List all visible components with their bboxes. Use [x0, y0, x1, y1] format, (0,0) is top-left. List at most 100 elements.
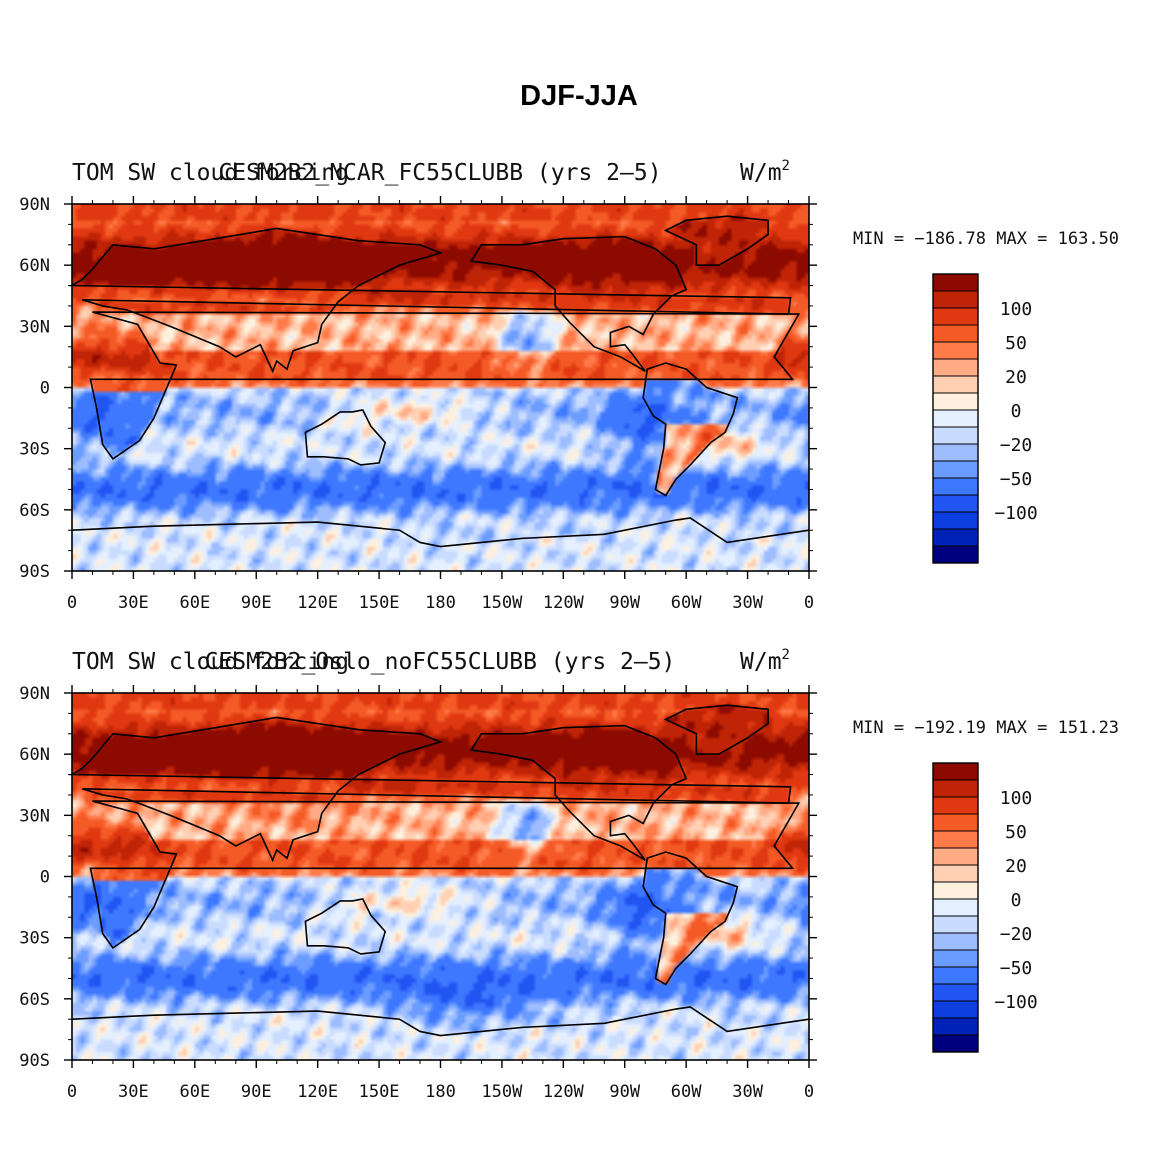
- colorbar-box: [932, 477, 979, 496]
- coastline-greenland: [663, 704, 769, 755]
- colorbar-box: [932, 528, 979, 547]
- coastline-namerica: [469, 235, 688, 372]
- colorbar-label: −20: [1000, 435, 1033, 456]
- colorbar-box: [932, 779, 979, 798]
- panel-1-center-title: CESM2B2_NCAR_FC55CLUBB (yrs 2–5): [218, 160, 661, 186]
- x-tick-label: 30E: [118, 593, 149, 613]
- panel-2-left-title: TOM SW cloud forcing: [72, 649, 349, 675]
- x-tick-label: 60W: [671, 593, 702, 613]
- y-tick-label: 0: [40, 379, 50, 399]
- x-tick-label: 30E: [118, 1082, 149, 1102]
- x-tick-label: 0: [804, 1082, 814, 1102]
- colorbar-box: [932, 375, 979, 394]
- x-tick-label: 0: [804, 593, 814, 613]
- x-tick-label: 90E: [241, 593, 272, 613]
- colorbar-label: −100: [994, 503, 1037, 524]
- x-tick-label: 150E: [359, 593, 400, 613]
- x-tick-label: 120E: [297, 1082, 338, 1102]
- colorbar-box: [932, 762, 979, 781]
- colorbar-box: [932, 494, 979, 513]
- coastline-greenland: [663, 215, 769, 266]
- colorbar-label: −50: [1000, 469, 1033, 490]
- figure-title: DJF-JJA: [520, 80, 638, 112]
- colorbar-label: 100: [1000, 299, 1033, 320]
- colorbar-label: −20: [1000, 924, 1033, 945]
- x-tick-label: 60E: [179, 593, 210, 613]
- coastline-eurasia: [69, 227, 792, 374]
- colorbar-label: 50: [1005, 333, 1027, 354]
- colorbar-frame: [932, 273, 979, 564]
- x-tick-label: 0: [67, 593, 77, 613]
- heatmap-image: [72, 204, 809, 571]
- x-tick-label: 180: [425, 1082, 456, 1102]
- colorbar-box: [932, 409, 979, 428]
- coastline-antarctica: [71, 517, 810, 548]
- y-tick-label: 90N: [19, 684, 50, 704]
- x-tick-label: 90W: [609, 593, 640, 613]
- panel-2: TOM SW cloud forcing CESM2B2_Oslo_noFC55…: [19, 647, 1119, 1102]
- colorbar-label: 0: [1011, 401, 1022, 422]
- panel-1-axes: 0 30E 60E 90E 120E 150E 180 150W 120W 90W 60W 30W 09…: [19, 195, 817, 613]
- x-tick-label: 30W: [732, 1082, 763, 1102]
- panel-2-map: [69, 693, 810, 1060]
- colorbar-box: [932, 881, 979, 900]
- colorbar-label: −100: [994, 992, 1037, 1013]
- heatmap-image: [72, 693, 809, 1060]
- panel-2-min-max: MIN = −192.19 MAX = 151.23: [853, 718, 1119, 738]
- panel-1-units: W/m2: [740, 158, 790, 186]
- colorbar-box: [932, 813, 979, 832]
- colorbar-box: [932, 1000, 979, 1019]
- y-tick-label: 90S: [19, 1051, 50, 1071]
- x-tick-label: 0: [67, 1082, 77, 1102]
- colorbar-label: 0: [1011, 890, 1022, 911]
- y-tick-label: 60S: [19, 501, 50, 521]
- x-tick-label: 60E: [179, 1082, 210, 1102]
- coastline-samerica: [642, 851, 739, 986]
- colorbar-box: [932, 426, 979, 445]
- coastline-africa: [89, 311, 801, 460]
- x-tick-label: 180: [425, 593, 456, 613]
- y-tick-label: 90N: [19, 195, 50, 215]
- colorbar-box: [932, 898, 979, 917]
- colorbar-label: 20: [1005, 367, 1027, 388]
- colorbar-box: [932, 443, 979, 462]
- colorbar-label: 50: [1005, 822, 1027, 843]
- colorbar-box: [932, 392, 979, 411]
- colorbar-box: [932, 1034, 979, 1053]
- colorbar-box: [932, 273, 979, 292]
- coastline-eurasia: [69, 716, 792, 863]
- coastline-australia: [304, 898, 387, 955]
- coastline-australia: [304, 409, 387, 466]
- x-tick-label: 120W: [543, 1082, 585, 1102]
- colorbar-box: [932, 358, 979, 377]
- panel-1-map: [69, 204, 810, 571]
- x-tick-label: 120W: [543, 593, 585, 613]
- colorbar-box: [932, 864, 979, 883]
- coastline-antarctica: [71, 1006, 810, 1037]
- colorbar-label: −50: [1000, 958, 1033, 979]
- colorbar-box: [932, 830, 979, 849]
- colorbar-box: [932, 949, 979, 968]
- colorbar-box: [932, 932, 979, 951]
- panel-1-colorbar: 100 50 20 0 −20 −50 −100: [932, 273, 1038, 564]
- colorbar-label: 100: [1000, 788, 1033, 809]
- y-tick-label: 30N: [19, 317, 50, 337]
- y-tick-label: 60N: [19, 256, 50, 276]
- x-tick-label: 150E: [359, 1082, 400, 1102]
- y-tick-label: 0: [40, 868, 50, 888]
- x-tick-label: 150W: [481, 1082, 523, 1102]
- colorbar-box: [932, 324, 979, 343]
- panel-1-min-max: MIN = −186.78 MAX = 163.50: [853, 229, 1119, 249]
- y-tick-label: 30N: [19, 806, 50, 826]
- y-tick-label: 60S: [19, 990, 50, 1010]
- x-tick-label: 90W: [609, 1082, 640, 1102]
- colorbar-box: [932, 545, 979, 564]
- y-tick-label: 90S: [19, 562, 50, 582]
- colorbar-box: [932, 460, 979, 479]
- colorbar-box: [932, 983, 979, 1002]
- coastline-samerica: [642, 362, 739, 497]
- colorbar-box: [932, 915, 979, 934]
- colorbar-box: [932, 341, 979, 360]
- y-tick-label: 30S: [19, 440, 50, 460]
